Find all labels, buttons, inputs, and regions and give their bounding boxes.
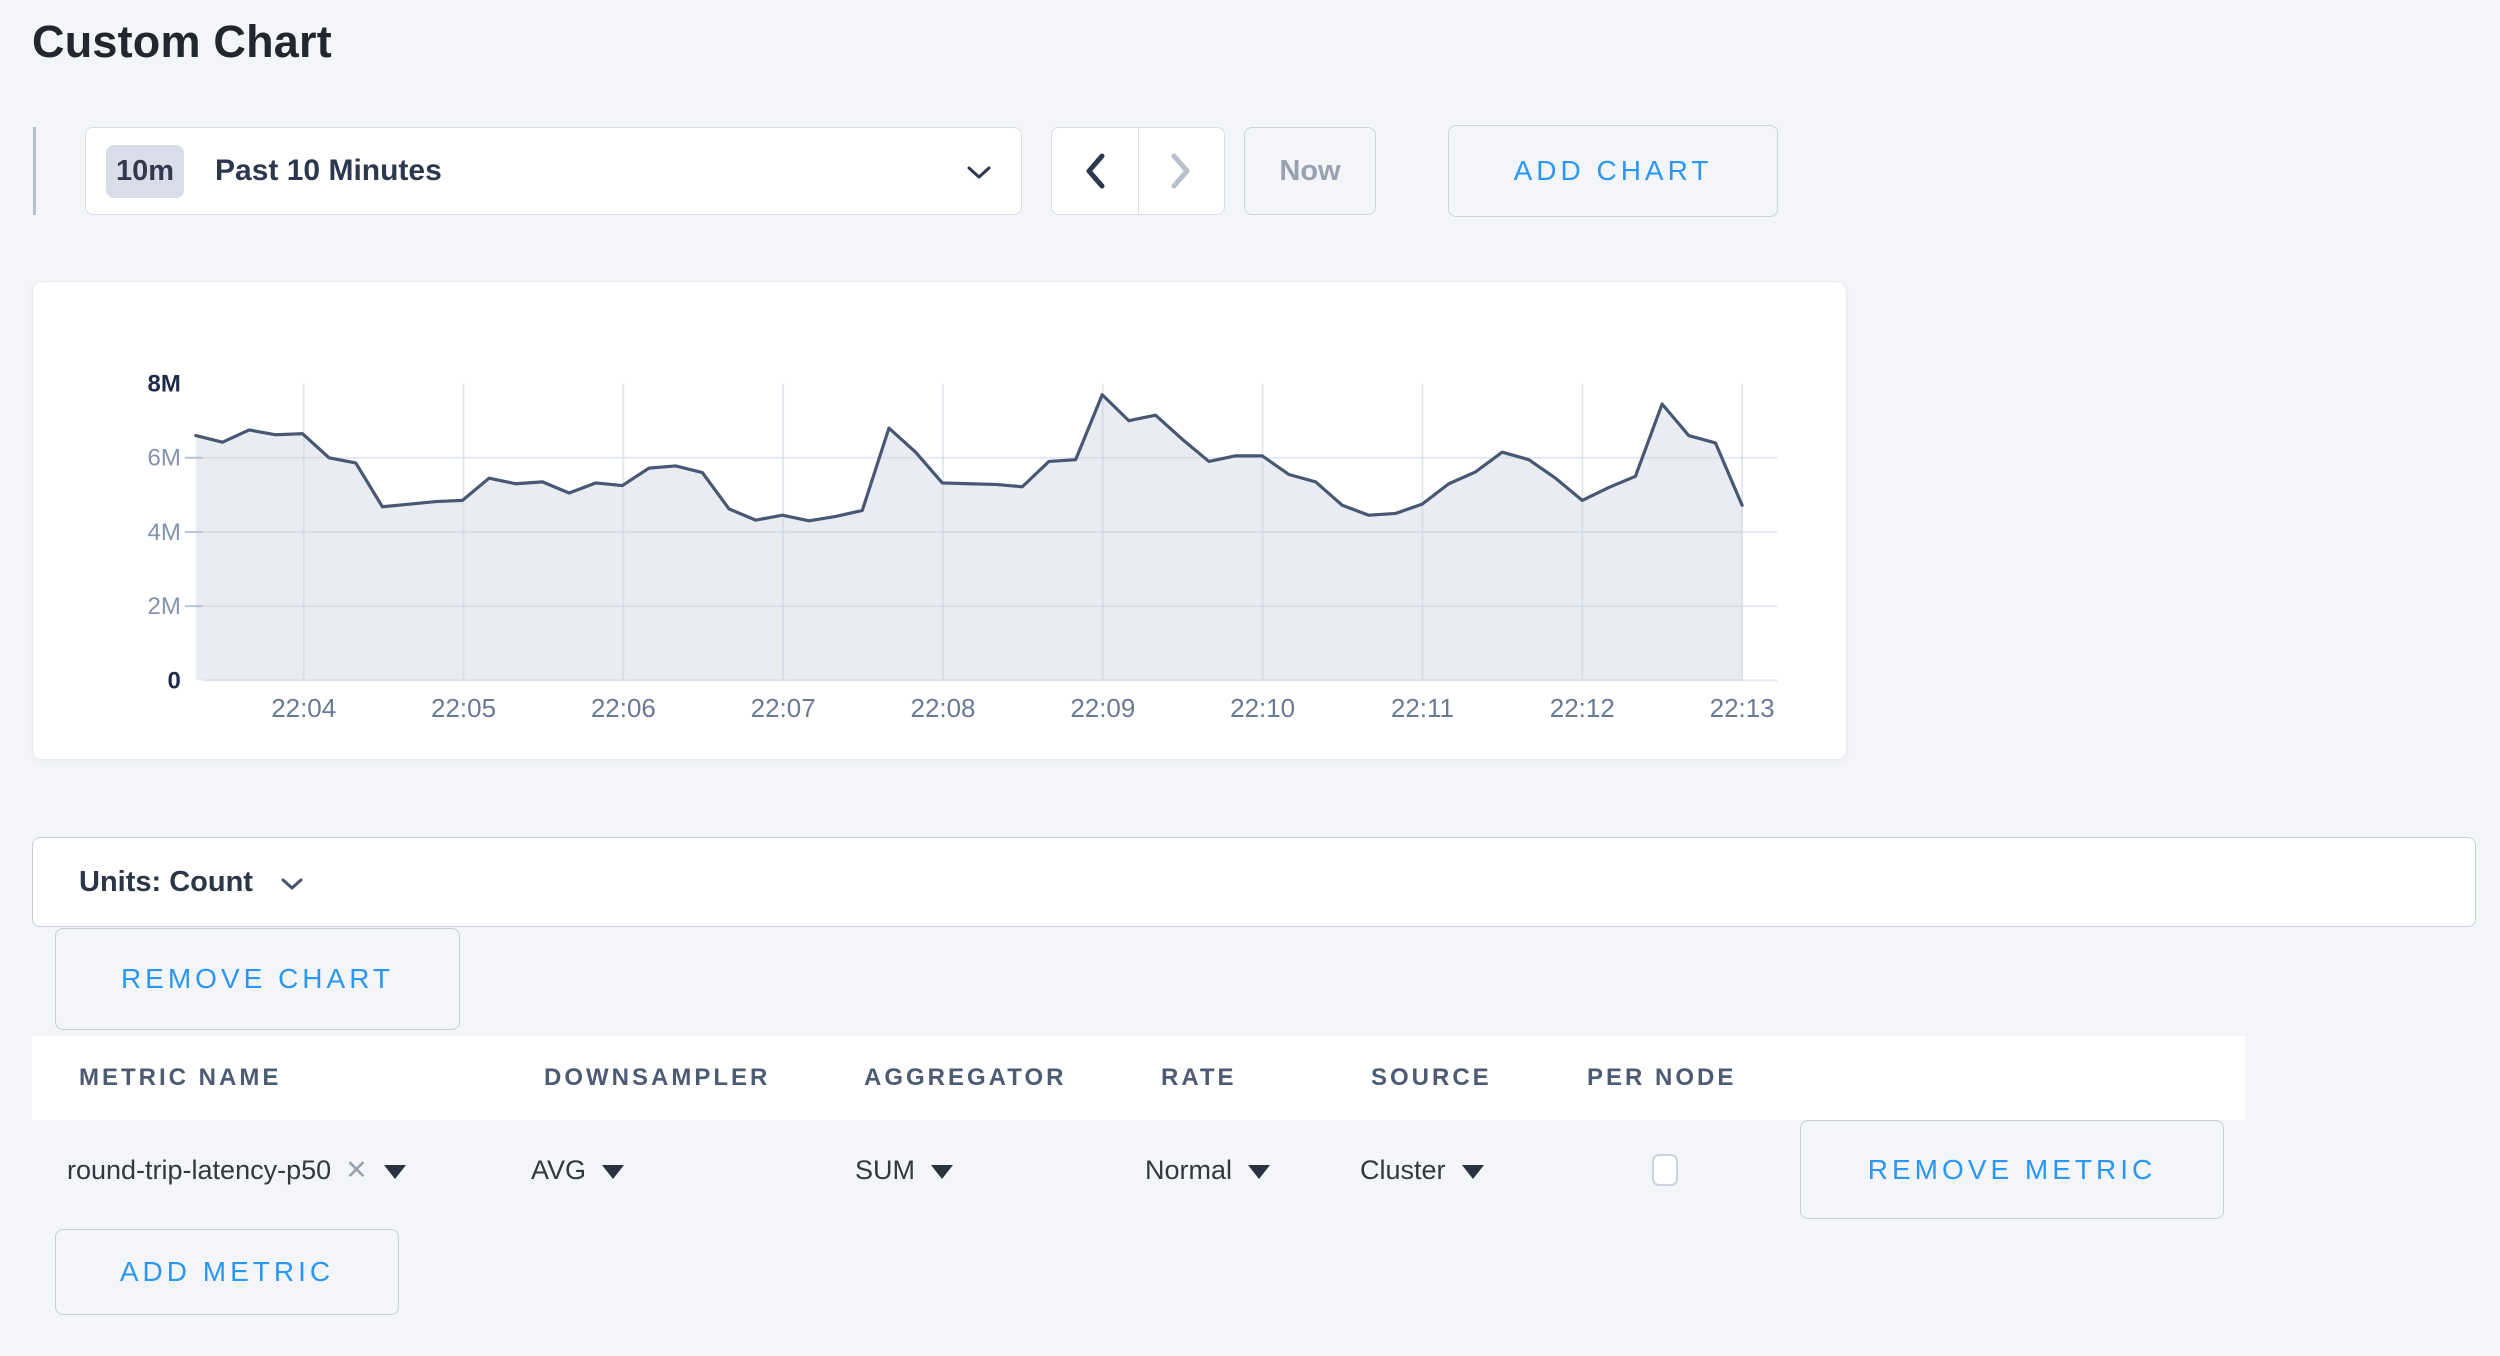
- chevron-left-icon: [1086, 153, 1105, 189]
- chart-series-line: [194, 393, 1744, 523]
- time-forward-button[interactable]: [1139, 128, 1225, 214]
- y-axis-label: 4M: [148, 519, 181, 546]
- x-axis-label: 22:09: [1070, 695, 1135, 723]
- add-chart-button[interactable]: ADD CHART: [1448, 125, 1778, 217]
- rate-select[interactable]: Normal: [1145, 1120, 1271, 1220]
- per-node-checkbox[interactable]: [1652, 1154, 1678, 1186]
- y-axis-label: 8M: [148, 371, 181, 398]
- x-axis-label: 22:05: [431, 695, 496, 723]
- time-range-badge: 10m: [106, 144, 185, 198]
- units-select[interactable]: Units: Count: [32, 837, 2476, 927]
- col-header-downsampler: DOWNSAMPLER: [544, 1064, 771, 1091]
- x-axis-label: 22:10: [1230, 695, 1295, 723]
- time-range-select[interactable]: 10m Past 10 Minutes: [85, 127, 1022, 215]
- remove-chart-button[interactable]: REMOVE CHART: [55, 928, 460, 1030]
- x-axis-label: 22:04: [271, 695, 336, 723]
- metric-name-select[interactable]: round-trip-latency-p50 ✕: [67, 1120, 406, 1220]
- metric-name-value: round-trip-latency-p50: [67, 1154, 332, 1185]
- metrics-table-header: METRIC NAME DOWNSAMPLER AGGREGATOR RATE …: [32, 1036, 2245, 1120]
- page-title: Custom Chart: [32, 16, 332, 67]
- x-axis-label: 22:08: [911, 695, 976, 723]
- time-back-button[interactable]: [1052, 128, 1139, 214]
- x-axis-label: 22:11: [1391, 695, 1454, 723]
- x-axis-label: 22:12: [1550, 695, 1615, 723]
- col-header-aggregator: AGGREGATOR: [864, 1064, 1067, 1091]
- add-metric-button[interactable]: ADD METRIC: [55, 1229, 399, 1315]
- y-axis-label: 6M: [148, 445, 181, 472]
- toolbar-accent-divider: [33, 127, 36, 215]
- col-header-metric-name: METRIC NAME: [79, 1064, 282, 1091]
- caret-down-icon: [1461, 1165, 1484, 1179]
- aggregator-value: SUM: [855, 1154, 915, 1185]
- col-header-source: SOURCE: [1371, 1064, 1492, 1091]
- chart-area-fill: [195, 394, 1743, 681]
- col-header-per-node: PER NODE: [1587, 1064, 1737, 1091]
- aggregator-select[interactable]: SUM: [855, 1120, 953, 1220]
- clear-metric-icon[interactable]: ✕: [345, 1154, 368, 1185]
- time-range-label: Past 10 Minutes: [215, 154, 442, 187]
- chevron-down-icon: [281, 878, 303, 889]
- chevron-right-icon: [1171, 153, 1190, 189]
- col-header-rate: RATE: [1161, 1064, 1237, 1091]
- chart-card: 0 2M 4M 6M 8M 22:04 22:05 22:06 22:07 22:08 22:09 2…: [32, 281, 1847, 760]
- y-axis-label: 2M: [148, 593, 181, 620]
- remove-metric-button[interactable]: REMOVE METRIC: [1800, 1120, 2224, 1219]
- downsampler-select[interactable]: AVG: [531, 1120, 625, 1220]
- caret-down-icon: [931, 1165, 953, 1179]
- metric-row: round-trip-latency-p50 ✕ AVG SUM Normal …: [0, 1120, 2500, 1220]
- source-value: Cluster: [1360, 1154, 1446, 1185]
- metric-time-series-chart[interactable]: 0 2M 4M 6M 8M 22:04 22:05 22:06 22:07 22:08 22:09 2…: [33, 282, 1846, 759]
- chevron-down-icon: [967, 166, 991, 179]
- downsampler-value: AVG: [531, 1154, 587, 1185]
- now-button[interactable]: Now: [1244, 127, 1376, 215]
- x-axis-label: 22:06: [591, 695, 656, 723]
- units-label: Units: Count: [79, 865, 253, 898]
- caret-down-icon: [1248, 1165, 1271, 1179]
- caret-down-icon: [602, 1165, 625, 1179]
- rate-value: Normal: [1145, 1154, 1233, 1185]
- source-select[interactable]: Cluster: [1360, 1120, 1484, 1220]
- x-axis-label: 22:13: [1710, 695, 1775, 723]
- caret-down-icon: [383, 1165, 406, 1179]
- x-axis-label: 22:07: [751, 695, 816, 723]
- time-nav-group: [1051, 127, 1225, 215]
- y-axis-label: 0: [168, 667, 181, 694]
